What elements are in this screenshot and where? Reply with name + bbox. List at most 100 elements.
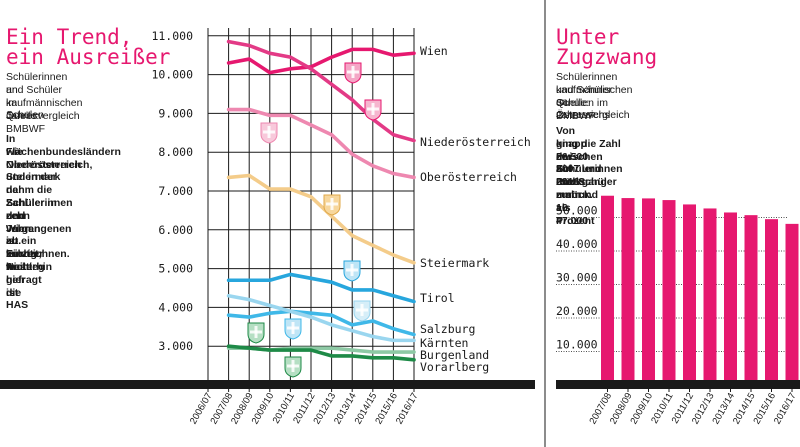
data-point	[412, 261, 416, 264]
data-point	[412, 176, 416, 179]
y-tick-label: 10.000	[556, 338, 598, 352]
data-point	[330, 346, 333, 350]
left-body-line: zuletzt, weil hier die HAS	[6, 248, 42, 312]
bar	[621, 198, 635, 385]
data-point	[309, 312, 313, 315]
series-line	[226, 47, 416, 75]
bar	[601, 195, 614, 385]
data-point	[309, 348, 313, 352]
data-point	[351, 98, 354, 102]
lower-austria-coat-of-arms-icon-detail	[367, 107, 379, 111]
y-tick-label: 8.000	[158, 145, 193, 159]
data-point	[289, 187, 292, 191]
right-body-line: zwischen 2007 und 2016 zurück.	[556, 150, 603, 201]
data-point	[309, 195, 313, 199]
data-point	[412, 358, 416, 361]
left-body-line: Wien ist ein leichter Anstieg	[6, 222, 45, 273]
series-label: Vorarlberg	[420, 360, 489, 374]
styria-coat-of-arms-icon-detail	[326, 202, 338, 206]
left-body-line: zehn Jahren ab. Einzig in	[6, 209, 41, 273]
bar	[744, 215, 758, 385]
styria-coat-of-arms-icon	[323, 194, 341, 216]
y-tick-label: 5.000	[158, 262, 193, 276]
bar	[724, 212, 737, 385]
data-point	[412, 339, 416, 342]
data-point	[392, 350, 395, 354]
data-point	[289, 114, 292, 117]
data-point	[227, 176, 230, 179]
carinthia-coat-of-arms-icon-detail	[356, 308, 368, 312]
y-tick-label: 30.000	[556, 271, 598, 285]
data-point	[330, 83, 333, 86]
data-point	[330, 313, 333, 317]
data-point	[392, 172, 395, 175]
y-tick-label: 9.000	[158, 106, 193, 120]
bar	[662, 200, 676, 385]
data-point	[227, 294, 230, 297]
data-point	[330, 133, 333, 136]
data-point	[309, 67, 313, 70]
data-point	[351, 288, 354, 292]
data-point	[392, 356, 395, 360]
data-point	[351, 234, 354, 237]
series-label: Steiermark	[420, 256, 489, 270]
data-point	[330, 280, 333, 284]
data-point	[268, 279, 271, 282]
data-point	[392, 133, 395, 136]
data-point	[371, 319, 374, 323]
data-point	[227, 61, 230, 65]
data-point	[351, 354, 354, 358]
data-point	[371, 356, 374, 360]
y-tick-label: 3.000	[158, 339, 193, 353]
data-point	[392, 327, 395, 330]
series-line	[226, 39, 416, 143]
data-point	[309, 123, 313, 127]
data-point	[330, 323, 333, 327]
data-point	[227, 40, 230, 43]
vienna-coat-of-arms-icon-detail	[347, 70, 359, 74]
left-body-line: In Flächenbundesländern	[6, 133, 121, 158]
left-subtitle-line2: an kaufmännischen Schulen	[6, 84, 83, 121]
left-body-line: Oberösterreich und in der	[6, 158, 82, 184]
data-point	[268, 187, 271, 191]
series-line	[226, 272, 416, 304]
bar	[703, 208, 717, 385]
series-label: Burgenland	[420, 348, 489, 362]
vorarlberg-coat-of-arms-icon	[284, 356, 302, 378]
left-body-line: zu verzeichnen. Nicht	[6, 235, 70, 273]
left-subtitle-line3: im Jahresvergleich	[6, 97, 80, 122]
bar	[642, 198, 655, 385]
data-point	[248, 108, 251, 111]
bar	[785, 223, 799, 385]
data-point	[289, 67, 292, 70]
data-point	[309, 315, 313, 319]
left-title-line2: ein Ausreißer	[6, 45, 171, 69]
left-subtitle-line1: Schülerinnen und Schüler	[6, 71, 68, 96]
bar	[683, 204, 696, 385]
data-point	[248, 174, 251, 177]
data-point	[268, 114, 271, 117]
data-point	[412, 350, 416, 354]
y-tick-label: 4.000	[158, 300, 193, 314]
lower-austria-coat-of-arms-icon	[364, 99, 382, 121]
right-source: Quelle: BMBWF	[556, 97, 596, 122]
left-baseline	[0, 380, 535, 389]
data-point	[330, 55, 333, 59]
data-point	[289, 273, 292, 276]
y-tick-label: 50.000	[556, 204, 598, 218]
data-point	[371, 335, 374, 338]
data-point	[227, 279, 230, 282]
data-point	[351, 48, 354, 51]
data-point	[371, 244, 374, 247]
y-tick-label: 6.000	[158, 223, 193, 237]
data-point	[268, 304, 271, 307]
series-label: Kärnten	[420, 336, 468, 350]
data-point	[330, 215, 333, 218]
bar	[765, 219, 778, 385]
data-point	[227, 108, 230, 111]
data-point	[371, 350, 374, 354]
data-point	[248, 298, 251, 301]
data-point	[392, 339, 395, 342]
y-tick-label: 40.000	[556, 237, 598, 251]
line-chart: 2006/072007/082008/092009/102010/112011/…	[151, 28, 531, 426]
